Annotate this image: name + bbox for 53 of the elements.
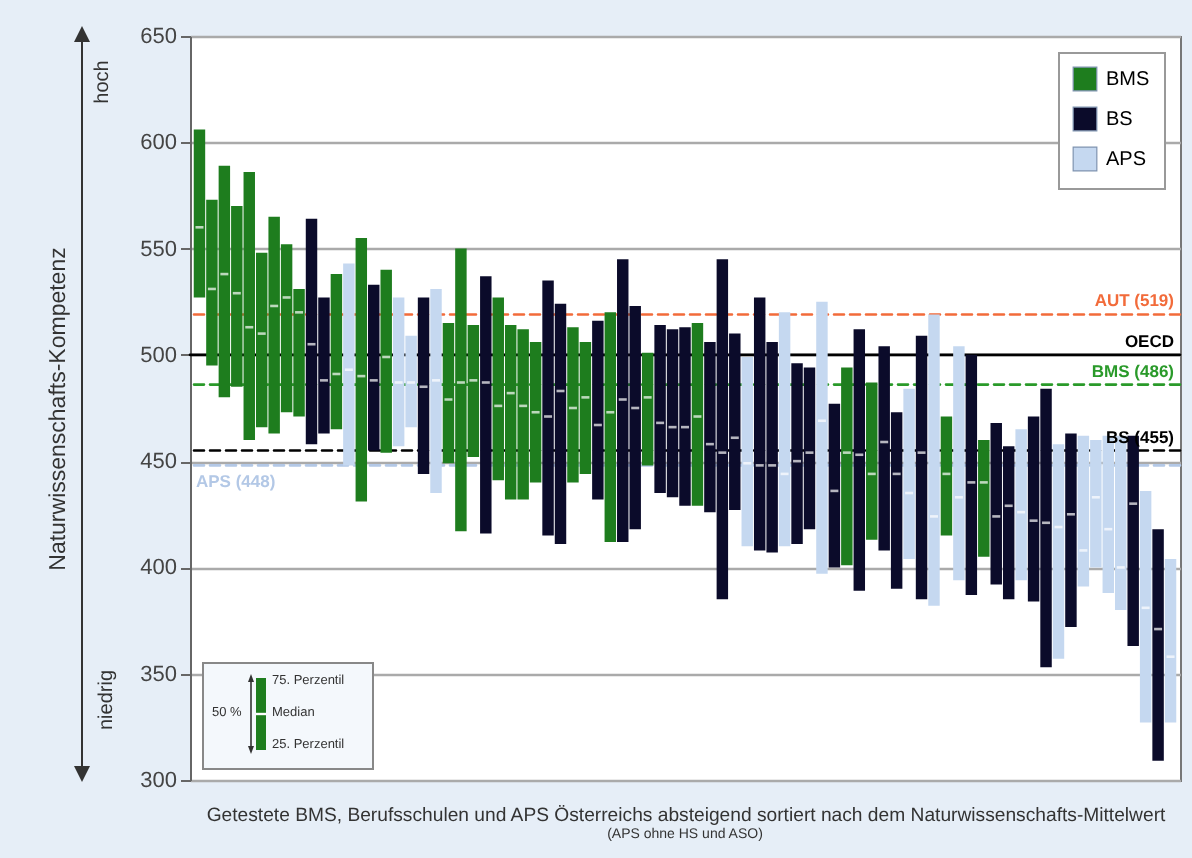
ref-line-label: OECD [1124, 330, 1174, 351]
y-axis-title: Naturwissenschafts-Kompetenz [47, 246, 71, 571]
y-tick-label: 300 [140, 769, 177, 793]
bar [592, 320, 604, 500]
bar [1139, 490, 1152, 723]
bar [978, 439, 990, 557]
bar [1152, 529, 1164, 761]
ref-line-label: APS (448) [196, 471, 276, 492]
bar [841, 367, 853, 566]
bar [343, 263, 355, 466]
bar [828, 403, 841, 568]
y-tick-label: 650 [140, 25, 177, 49]
text: niedrig [96, 669, 119, 731]
y-tick-label: 500 [140, 343, 177, 368]
bar [1015, 429, 1027, 581]
y-tick-label: 350 [140, 662, 177, 687]
legend-label: BS [1106, 109, 1134, 131]
bar [928, 314, 940, 606]
bar [965, 354, 978, 596]
bar [1065, 433, 1077, 627]
bar [480, 276, 492, 534]
bar [903, 388, 915, 559]
bar [355, 237, 368, 502]
bar [953, 346, 965, 581]
y-tick-label: 450 [140, 450, 177, 475]
y-tick-label: 600 [140, 131, 177, 156]
y-tick-label: 550 [140, 237, 177, 262]
bar [816, 301, 828, 574]
y-tick-label: 400 [140, 556, 177, 581]
bar [1164, 558, 1177, 723]
bar [940, 416, 953, 536]
bar [1127, 435, 1139, 647]
bar [1052, 444, 1065, 659]
ref-line-label: AUT (519) [1094, 290, 1175, 311]
ref-line-label: BS (455) [1105, 426, 1175, 447]
bar [691, 322, 704, 506]
bar [853, 329, 866, 591]
bar [778, 312, 791, 547]
x-axis-title: Getestete BMS, Berufsschulen und APS Österreichs absteigend sortiert nach dem Naturwissenschafts-Mittelwert [206, 803, 1167, 827]
legend-label: BMS [1106, 69, 1150, 91]
bar [330, 274, 343, 430]
legend-label: APS [1106, 149, 1147, 171]
ref-line-label: BMS (486) [1091, 360, 1175, 381]
bar [641, 352, 654, 466]
text: hoch [91, 60, 114, 104]
bar [604, 312, 617, 542]
bar [430, 288, 442, 494]
bar [380, 269, 392, 453]
bar [417, 297, 430, 474]
bar [915, 335, 928, 600]
bar [741, 356, 753, 547]
bar [866, 382, 878, 540]
bar [368, 284, 380, 451]
